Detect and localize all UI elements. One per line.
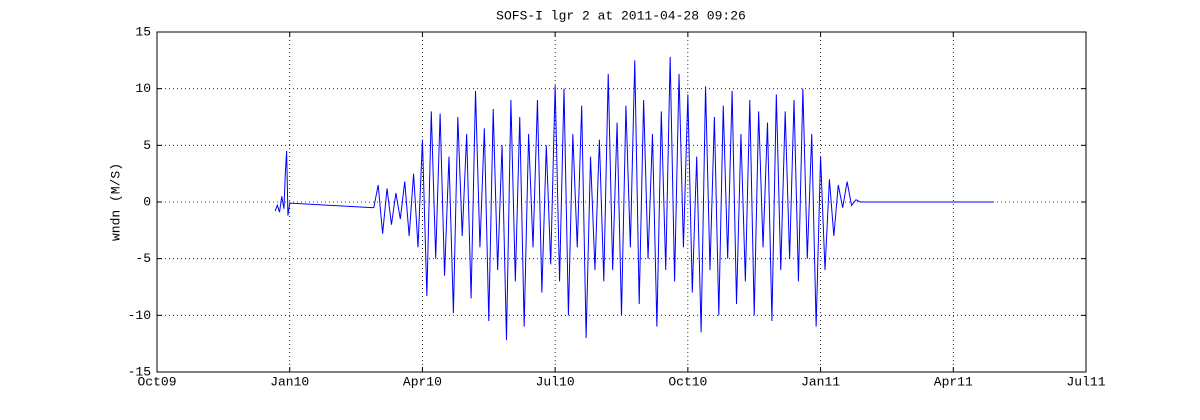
plot-frame — [156, 31, 1087, 373]
y-tick-label: 5 — [143, 138, 151, 153]
y-tick-label: -5 — [135, 251, 151, 266]
x-tick-label: Oct09 — [137, 374, 176, 389]
x-tick-label: Jul10 — [536, 374, 575, 389]
y-tick-label: 10 — [135, 81, 151, 96]
data-line — [274, 56, 994, 341]
x-tick-label: Apr10 — [403, 374, 442, 389]
y-tick-label: -15 — [128, 364, 151, 379]
x-tick-label: Jul11 — [1066, 374, 1105, 389]
y-tick-label: 15 — [135, 24, 151, 39]
y-axis-label: wndn (M/S) — [108, 163, 123, 241]
y-tick-label: -10 — [128, 308, 151, 323]
chart-title: SOFS-I lgr 2 at 2011-04-28 09:26 — [496, 8, 746, 23]
x-tick-label: Apr11 — [934, 374, 973, 389]
x-tick-label: Jan10 — [270, 374, 309, 389]
y-tick-label: 0 — [143, 194, 151, 209]
x-tick-label: Oct10 — [668, 374, 707, 389]
x-tick-label: Jan11 — [801, 374, 840, 389]
